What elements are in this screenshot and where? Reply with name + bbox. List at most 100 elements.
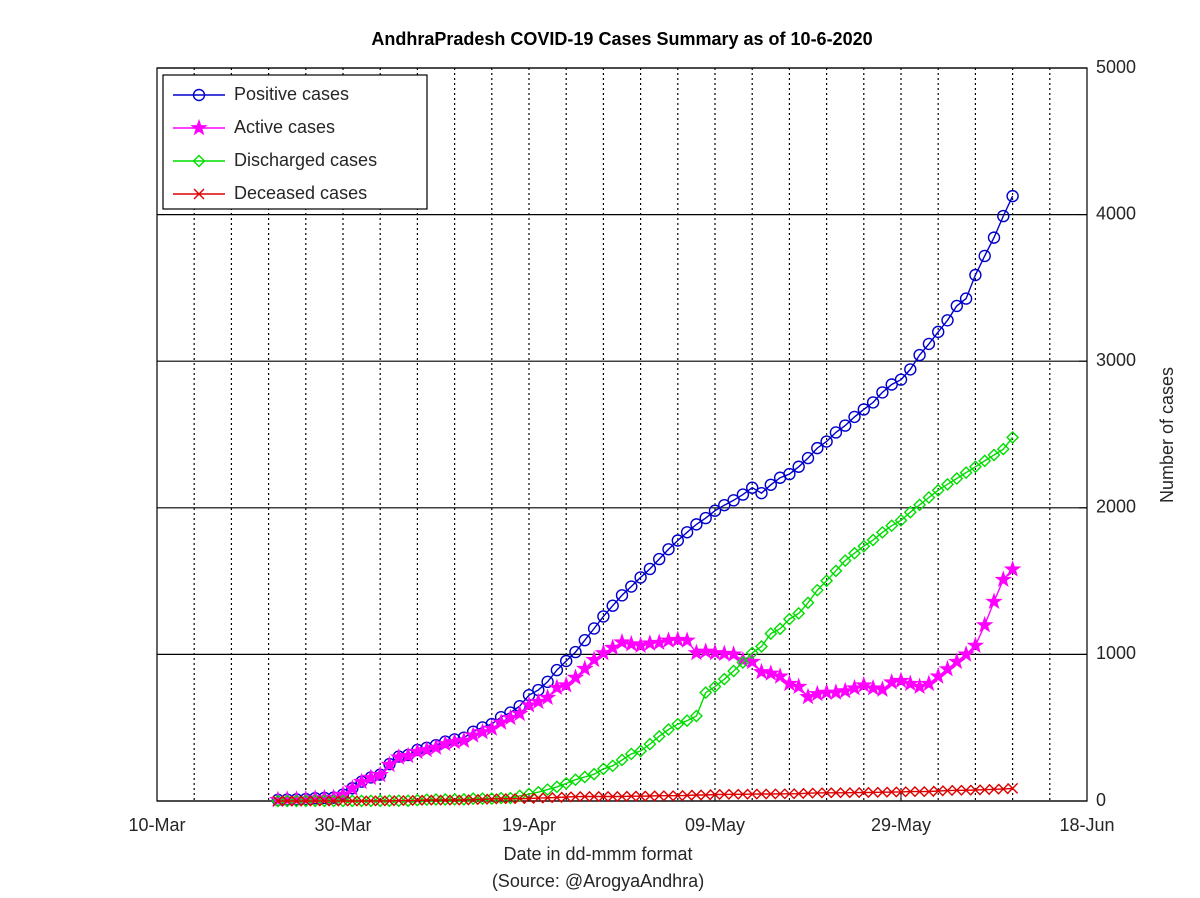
marker xyxy=(904,363,917,376)
marker xyxy=(783,788,795,800)
marker xyxy=(653,790,665,802)
marker xyxy=(892,671,910,689)
marker xyxy=(458,794,470,806)
marker xyxy=(384,795,395,807)
marker xyxy=(866,396,880,409)
marker xyxy=(1006,430,1020,444)
marker xyxy=(429,793,443,807)
y-tick-label: 2000 xyxy=(1096,497,1136,517)
marker xyxy=(529,692,548,710)
marker xyxy=(464,726,482,743)
marker xyxy=(362,768,380,786)
marker xyxy=(280,794,294,808)
marker xyxy=(559,776,573,790)
marker xyxy=(538,688,557,706)
marker xyxy=(594,643,613,661)
marker xyxy=(356,795,368,807)
marker xyxy=(718,788,730,800)
marker xyxy=(783,467,796,481)
marker xyxy=(708,680,722,694)
marker xyxy=(950,471,964,485)
marker xyxy=(402,795,414,807)
marker xyxy=(457,792,471,806)
marker xyxy=(346,795,358,807)
marker xyxy=(578,770,592,784)
marker xyxy=(969,268,982,282)
marker xyxy=(801,596,815,610)
x-tick-label: 18-Jun xyxy=(1059,815,1114,835)
marker xyxy=(421,794,433,806)
marker xyxy=(439,794,451,806)
marker xyxy=(588,790,600,802)
marker xyxy=(615,753,629,767)
marker xyxy=(951,784,963,796)
marker xyxy=(959,466,973,480)
marker xyxy=(569,773,582,787)
marker xyxy=(728,788,740,800)
x-tick-label: 30-Mar xyxy=(314,815,371,835)
marker xyxy=(523,793,535,805)
marker xyxy=(864,678,882,696)
marker xyxy=(345,794,359,808)
marker xyxy=(606,599,619,612)
marker xyxy=(1003,560,1022,577)
marker xyxy=(922,337,936,351)
marker xyxy=(886,786,898,798)
marker xyxy=(858,787,870,798)
marker xyxy=(569,645,582,659)
x-tick-label: 29-May xyxy=(871,815,931,835)
marker xyxy=(895,786,907,798)
marker xyxy=(570,791,581,803)
marker xyxy=(308,794,322,808)
marker xyxy=(985,592,1003,610)
marker xyxy=(501,708,520,726)
marker xyxy=(550,780,564,794)
marker xyxy=(875,525,889,539)
y-tick-label: 5000 xyxy=(1096,57,1136,77)
marker xyxy=(894,373,908,386)
marker xyxy=(866,533,880,547)
marker xyxy=(737,788,749,800)
marker xyxy=(190,118,208,136)
marker xyxy=(975,615,994,633)
y-tick-label: 3000 xyxy=(1096,350,1136,370)
marker xyxy=(839,419,852,432)
marker xyxy=(752,662,771,680)
marker xyxy=(392,794,406,808)
marker xyxy=(857,403,870,416)
marker xyxy=(727,494,740,507)
marker xyxy=(997,783,1009,795)
marker xyxy=(653,552,666,566)
marker xyxy=(910,677,929,694)
marker xyxy=(696,642,715,659)
legend-label: Active cases xyxy=(234,117,335,137)
legend: Positive cases Active cases Discharged cas… xyxy=(162,74,428,210)
marker xyxy=(596,762,610,776)
marker xyxy=(690,518,703,531)
marker xyxy=(411,794,423,806)
legend-label: Positive cases xyxy=(234,84,349,104)
marker xyxy=(717,672,731,686)
marker xyxy=(374,795,386,807)
marker xyxy=(607,790,619,802)
marker xyxy=(913,348,926,362)
marker xyxy=(941,314,954,327)
marker xyxy=(839,787,851,799)
series-line xyxy=(277,787,1013,802)
marker xyxy=(810,583,824,597)
marker xyxy=(587,767,601,781)
marker xyxy=(449,794,461,806)
marker xyxy=(671,717,685,731)
marker xyxy=(774,788,786,800)
marker xyxy=(455,731,473,749)
y-axis-label: Number of cases xyxy=(1157,367,1177,503)
marker xyxy=(616,790,628,802)
marker xyxy=(743,652,761,670)
marker xyxy=(838,554,852,568)
marker xyxy=(606,759,620,773)
marker xyxy=(504,793,516,805)
marker xyxy=(901,674,920,692)
marker xyxy=(604,638,622,656)
marker xyxy=(855,676,873,693)
marker xyxy=(467,794,479,806)
